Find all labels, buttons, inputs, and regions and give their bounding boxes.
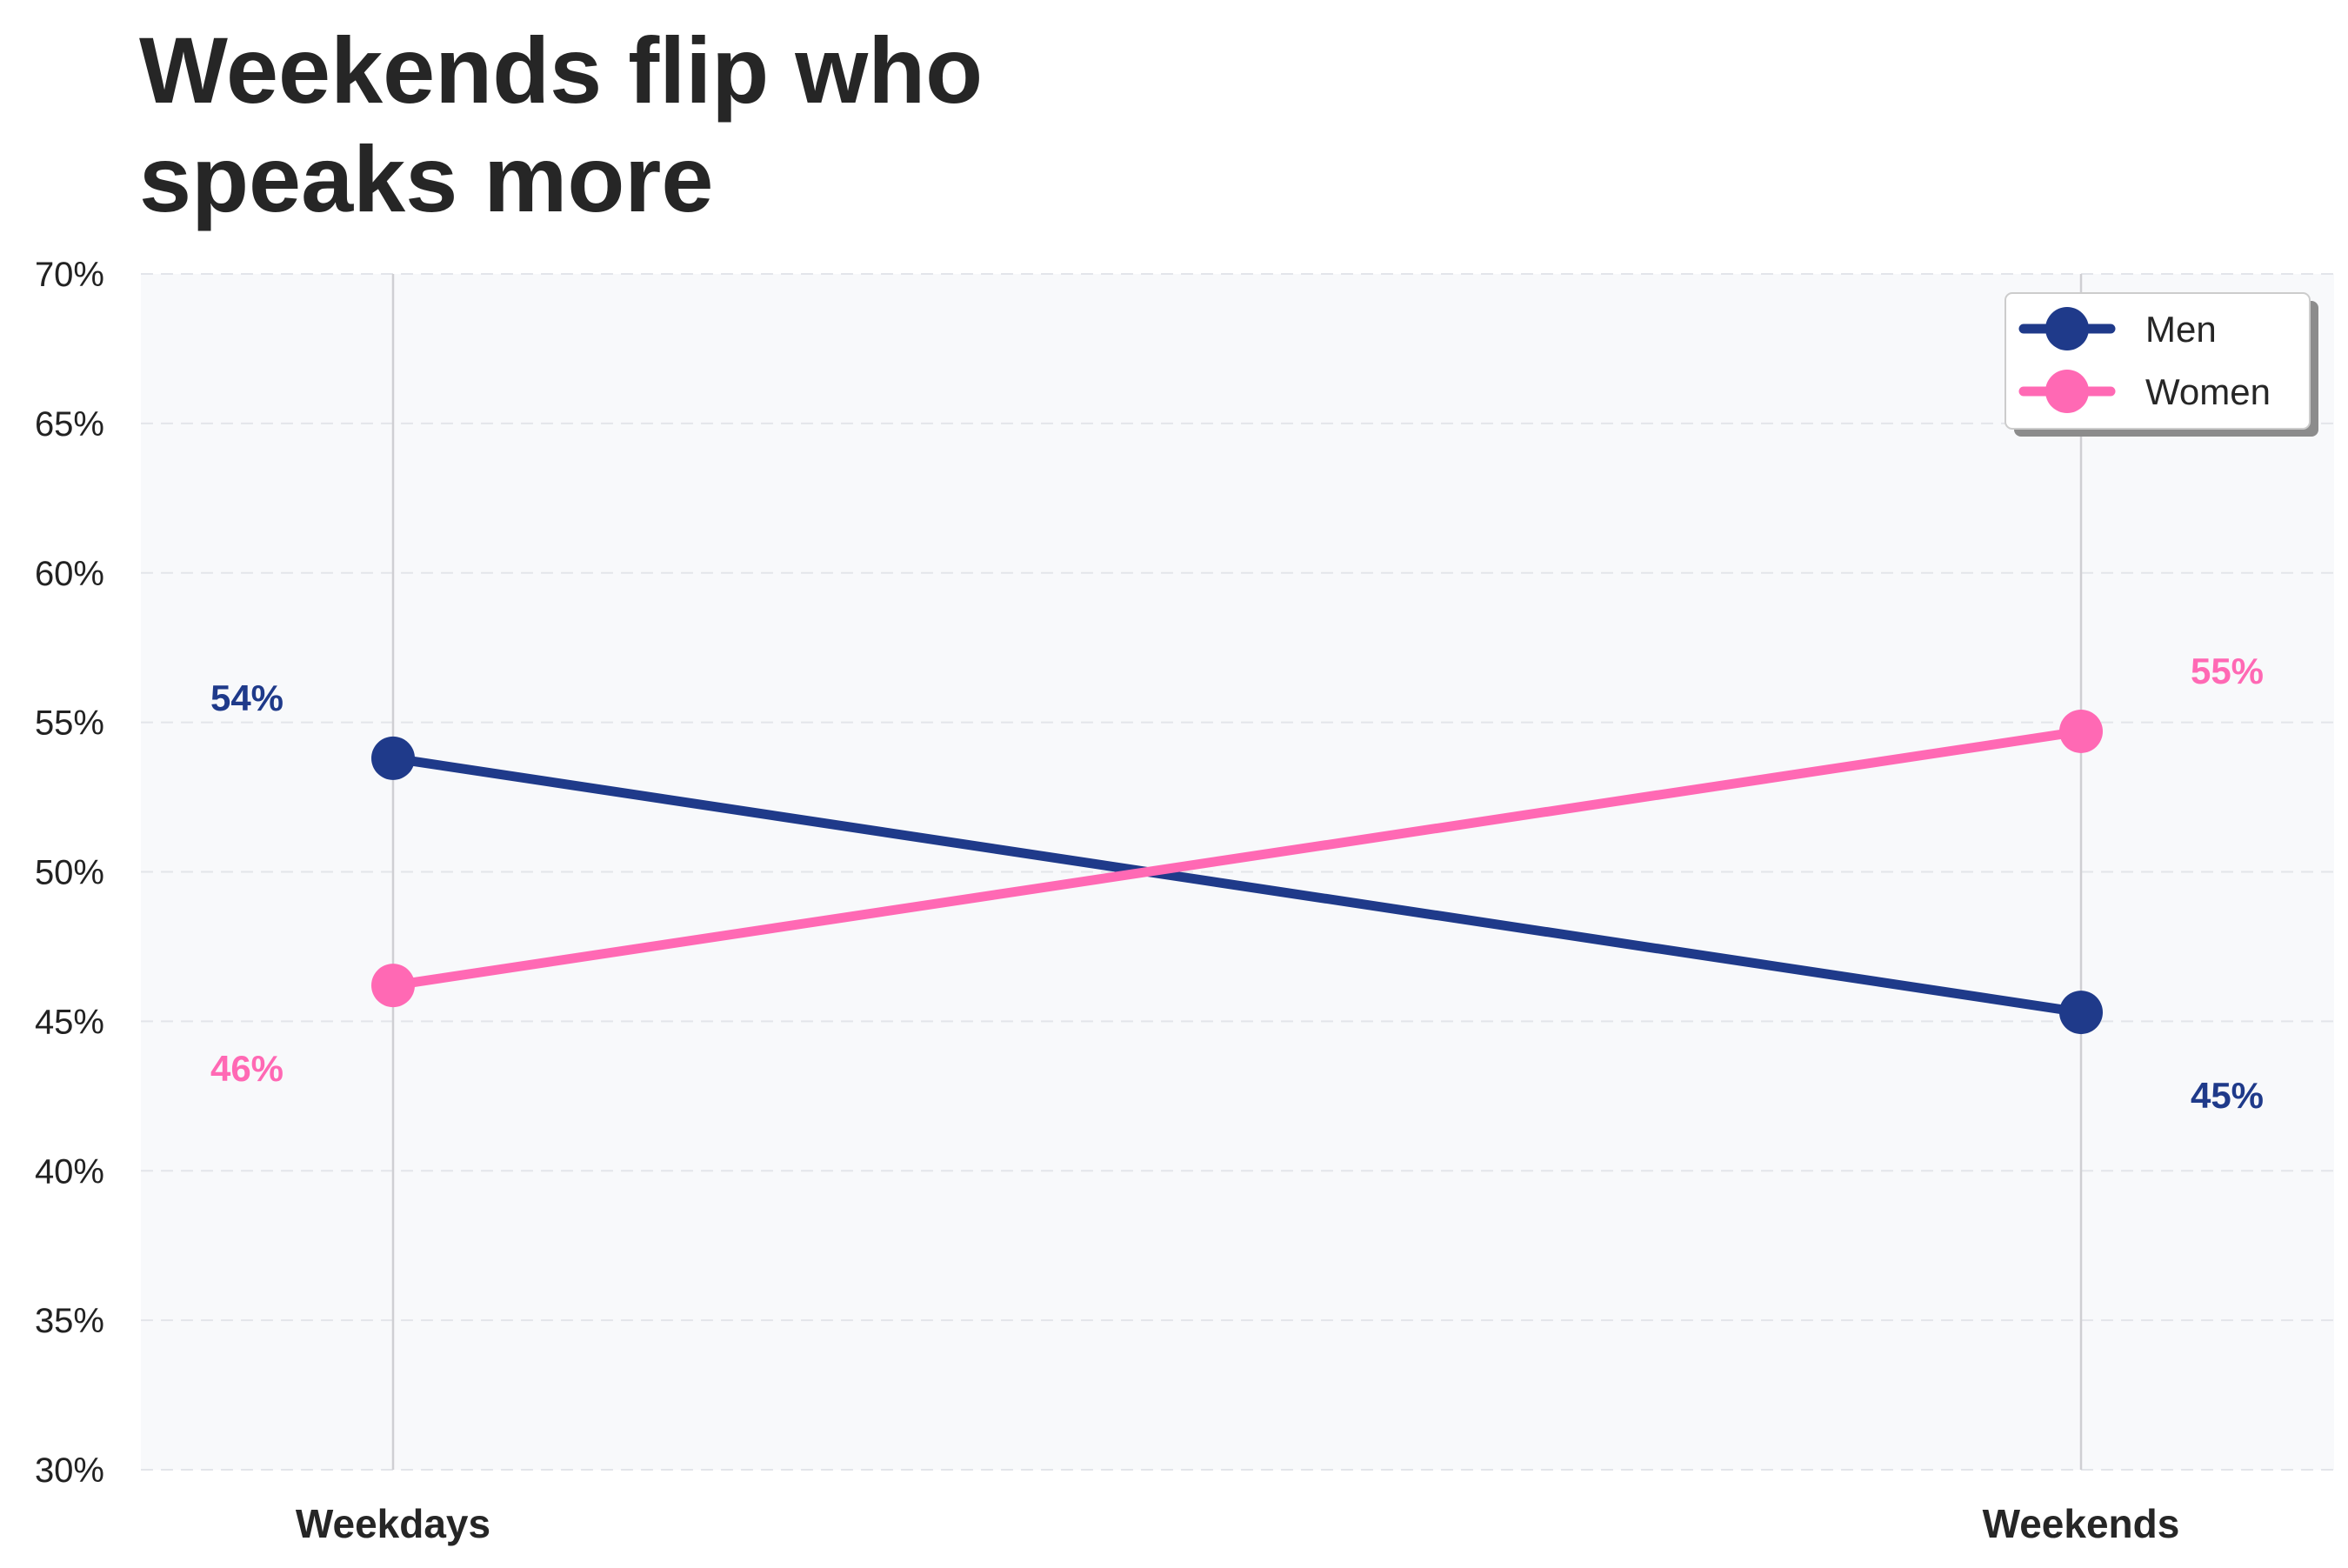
data-label-men: 45% (2191, 1075, 2264, 1116)
data-point-men (371, 736, 415, 780)
legend: Men Women (2004, 292, 2318, 437)
y-tick-label: 35% (35, 1302, 104, 1340)
legend-swatch-marker (2045, 370, 2089, 413)
y-tick-label: 65% (35, 405, 104, 444)
legend-label: Men (2145, 309, 2217, 350)
data-label-women: 55% (2191, 651, 2264, 691)
y-tick-label: 55% (35, 704, 104, 743)
data-label-men: 54% (210, 677, 283, 718)
legend-swatch-marker (2045, 307, 2089, 350)
y-tick-label: 50% (35, 854, 104, 892)
y-tick-label: 70% (35, 256, 104, 294)
x-axis-categories: Weekdays Weekends (296, 1501, 2179, 1546)
data-point-women (371, 964, 415, 1008)
series-group (371, 709, 2103, 1035)
data-labels: 54% 45% 46% 55% (210, 651, 2264, 1116)
x-category-label: Weekends (1983, 1501, 2180, 1546)
data-label-women: 46% (210, 1048, 283, 1089)
x-category-label: Weekdays (296, 1501, 490, 1546)
y-axis-ticks: 30% 35% 40% 45% 50% 55% 60% 65% 70% (35, 256, 104, 1490)
y-tick-label: 45% (35, 1003, 104, 1041)
y-tick-label: 40% (35, 1152, 104, 1191)
grid-lines (141, 273, 2334, 1471)
y-tick-label: 30% (35, 1451, 104, 1490)
chart-title: Weekends flip who speaks more (139, 17, 984, 231)
data-point-men (2059, 991, 2103, 1035)
series-line-men (388, 753, 2086, 1018)
series-line-women (388, 726, 2086, 991)
y-tick-label: 60% (35, 555, 104, 593)
category-guide-lines (391, 274, 2083, 1470)
data-point-women (2059, 709, 2103, 753)
legend-label: Women (2145, 371, 2271, 412)
